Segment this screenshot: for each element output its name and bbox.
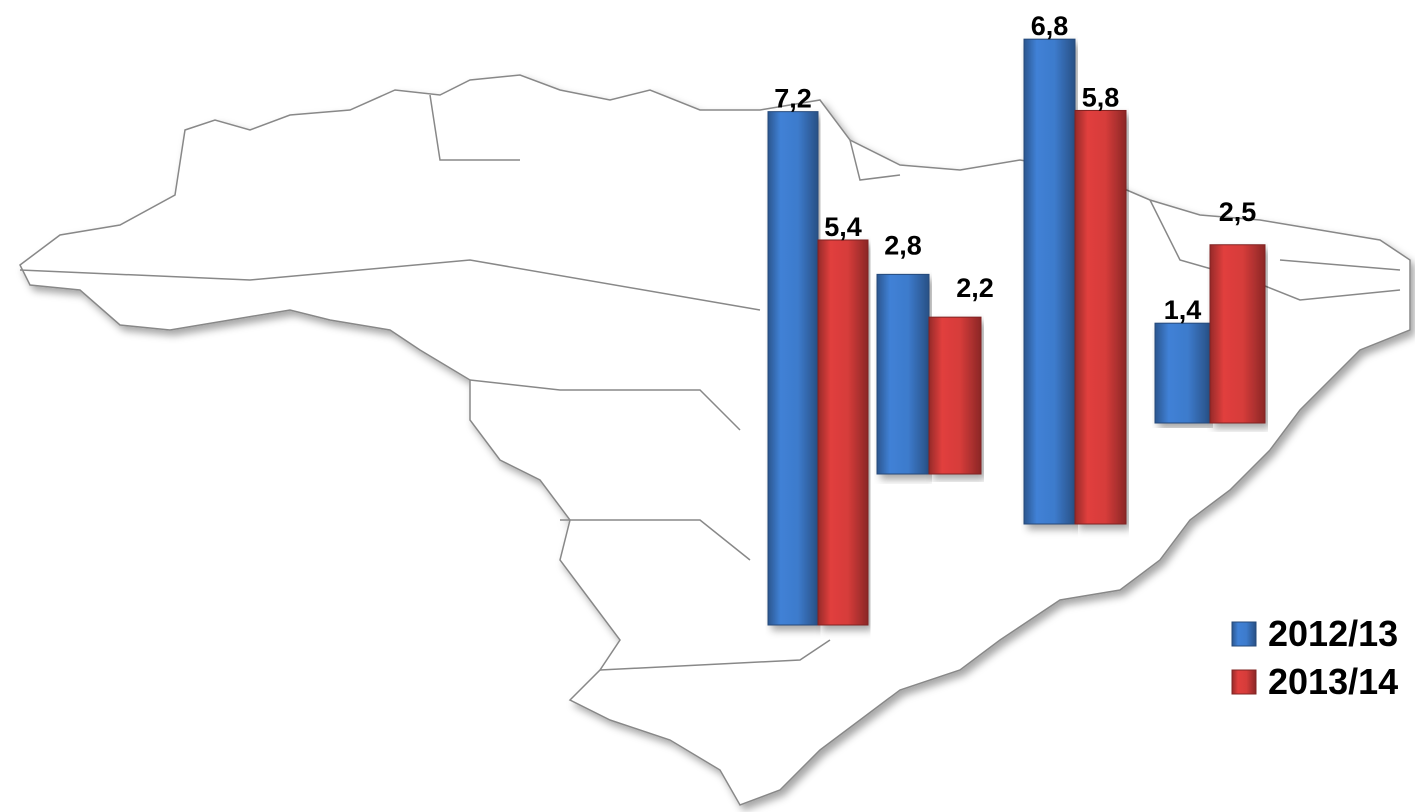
data-label: 5,4 (824, 212, 862, 242)
data-label: 6,8 (1031, 11, 1069, 41)
data-label: 2,8 (884, 230, 922, 260)
bar (1074, 109, 1127, 525)
bar (928, 316, 982, 475)
map (19, 74, 1411, 806)
bar (1023, 38, 1076, 525)
legend-label: 2012/13 (1268, 613, 1398, 654)
data-label: 7,2 (774, 84, 812, 114)
legend-swatch (1231, 669, 1257, 695)
legend-swatch (1231, 621, 1257, 647)
data-label: 5,8 (1082, 82, 1120, 112)
data-label: 2,2 (956, 273, 994, 303)
bar (1154, 322, 1211, 424)
data-label: 2,5 (1219, 197, 1257, 227)
bars: 7,2 5,4 2,8 2,2 6,8 5,8 1,4 2,5 (767, 11, 1266, 626)
bar (1209, 244, 1266, 424)
bar (876, 273, 930, 475)
legend-label: 2013/14 (1268, 661, 1398, 702)
data-label: 1,4 (1164, 295, 1202, 325)
label-backdrop (928, 235, 1035, 298)
bar (767, 111, 819, 626)
bar (817, 239, 869, 626)
